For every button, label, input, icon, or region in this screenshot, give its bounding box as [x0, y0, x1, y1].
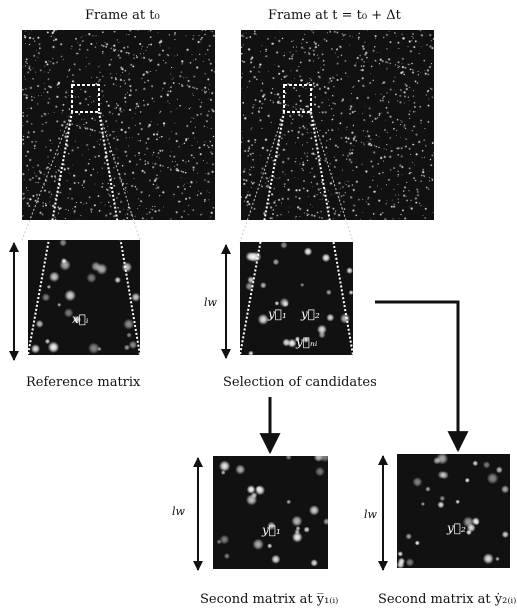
- caption-frame-t1: Frame at t = t₀ + Δt: [268, 8, 401, 23]
- caption-selection-of-candidates: Selection of candidates: [223, 375, 377, 390]
- lw-label-second-y1: lw: [172, 505, 185, 518]
- flow-arrow-elbow: [375, 300, 469, 453]
- second-matrix-y2-image: [397, 454, 510, 568]
- frame-t0-image: [22, 30, 215, 220]
- caption-reference-matrix: Reference matrix: [26, 375, 141, 390]
- caption-second-matrix-y2: Second matrix at ẏ₂₍ᵢ₎: [378, 592, 517, 607]
- caption-frame-t0: Frame at t₀: [85, 8, 160, 23]
- lw-label-candidates: lw: [204, 296, 217, 309]
- lw-label-second-y2: lw: [364, 508, 377, 521]
- second-matrix-y1-image: [213, 456, 328, 569]
- frame-t1-image: [241, 30, 434, 220]
- candidates-image: [240, 242, 353, 355]
- caption-second-matrix-y1: Second matrix at y̅₁₍ᵢ₎: [200, 592, 339, 607]
- reference-matrix-image: [28, 240, 140, 355]
